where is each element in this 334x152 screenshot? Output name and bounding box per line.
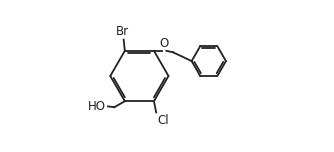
Text: O: O: [159, 37, 169, 50]
Text: Cl: Cl: [157, 114, 169, 127]
Text: Br: Br: [116, 25, 130, 38]
Text: HO: HO: [88, 100, 106, 113]
